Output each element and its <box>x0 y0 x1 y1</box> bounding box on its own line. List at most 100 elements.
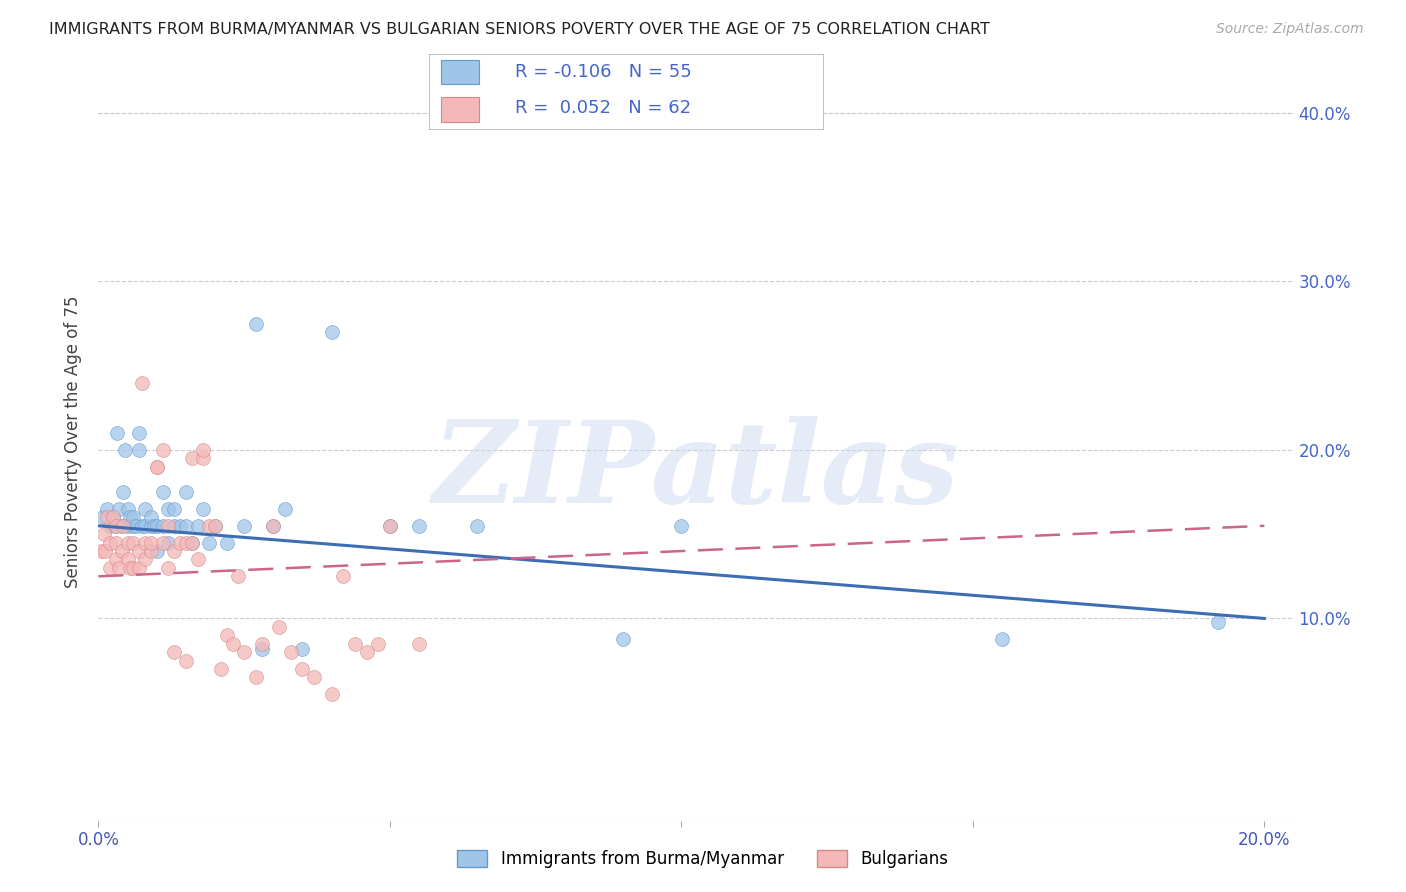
Point <box>157 535 180 549</box>
Point <box>117 518 139 533</box>
Point <box>163 645 186 659</box>
Point <box>180 535 202 549</box>
Point <box>145 544 167 558</box>
FancyBboxPatch shape <box>440 60 479 84</box>
Point <box>117 552 139 566</box>
Point <box>152 535 174 549</box>
Point <box>408 518 430 533</box>
Point <box>120 510 142 524</box>
Point <box>114 442 136 457</box>
Point <box>152 518 174 533</box>
Point <box>157 502 180 516</box>
Text: IMMIGRANTS FROM BURMA/MYANMAR VS BULGARIAN SENIORS POVERTY OVER THE AGE OF 75 CO: IMMIGRANTS FROM BURMA/MYANMAR VS BULGARI… <box>49 22 990 37</box>
Point <box>280 645 302 659</box>
Point <box>91 510 114 524</box>
Point <box>262 518 284 533</box>
Point <box>215 628 238 642</box>
Point <box>356 645 378 659</box>
Point <box>180 535 202 549</box>
Point <box>198 535 221 549</box>
Legend: Immigrants from Burma/Myanmar, Bulgarians: Immigrants from Burma/Myanmar, Bulgarian… <box>451 843 955 875</box>
Text: R =  0.052   N = 62: R = 0.052 N = 62 <box>516 99 692 117</box>
Point <box>104 518 127 533</box>
Point <box>101 510 124 524</box>
Text: Source: ZipAtlas.com: Source: ZipAtlas.com <box>1216 22 1364 37</box>
Point <box>145 459 167 474</box>
Point <box>98 518 121 533</box>
Point <box>378 518 401 533</box>
Point <box>204 518 226 533</box>
Point <box>245 670 267 684</box>
Point <box>193 451 215 466</box>
Point <box>104 535 127 549</box>
Point <box>139 535 162 549</box>
Point <box>269 620 291 634</box>
Point <box>111 518 134 533</box>
Point <box>93 527 115 541</box>
Point <box>228 569 250 583</box>
Point <box>671 518 693 533</box>
Point <box>221 637 243 651</box>
Point <box>104 552 127 566</box>
Point <box>117 502 139 516</box>
Point <box>174 535 197 549</box>
Point <box>105 426 128 441</box>
Point <box>145 459 167 474</box>
Point <box>180 451 202 466</box>
Point <box>128 544 150 558</box>
Point <box>193 502 215 516</box>
Point <box>250 637 273 651</box>
Point <box>139 544 162 558</box>
Point <box>174 518 197 533</box>
Y-axis label: Seniors Poverty Over the Age of 75: Seniors Poverty Over the Age of 75 <box>65 295 83 588</box>
Point <box>302 670 325 684</box>
Point <box>378 518 401 533</box>
Point <box>198 518 221 533</box>
Point <box>193 442 215 457</box>
Point <box>122 518 145 533</box>
Point <box>233 645 256 659</box>
Point <box>991 632 1014 646</box>
Point <box>1206 615 1229 629</box>
Point <box>163 544 186 558</box>
Point <box>128 426 150 441</box>
Point <box>186 552 208 566</box>
Point <box>343 637 366 651</box>
Point <box>174 485 197 500</box>
Point <box>122 510 145 524</box>
Point <box>157 561 180 575</box>
Text: ZIPatlas: ZIPatlas <box>433 417 959 527</box>
Point <box>120 561 142 575</box>
Point <box>131 518 153 533</box>
Point <box>108 561 131 575</box>
FancyBboxPatch shape <box>440 97 479 122</box>
Point <box>145 518 167 533</box>
Point <box>142 518 165 533</box>
Point <box>111 518 134 533</box>
Point <box>274 502 297 516</box>
Point <box>174 654 197 668</box>
Point <box>152 442 174 457</box>
Point <box>321 325 343 339</box>
Point <box>321 687 343 701</box>
Point <box>215 535 238 549</box>
Point <box>262 518 284 533</box>
Point <box>98 561 121 575</box>
Point <box>117 535 139 549</box>
Point <box>332 569 354 583</box>
Point <box>94 544 117 558</box>
Point <box>108 502 131 516</box>
Point <box>139 510 162 524</box>
Point <box>169 518 191 533</box>
Point <box>128 442 150 457</box>
Point <box>111 544 134 558</box>
Point <box>125 518 148 533</box>
Point <box>111 485 134 500</box>
Point <box>186 518 208 533</box>
Point <box>291 662 314 676</box>
Point <box>169 535 191 549</box>
Point <box>134 518 156 533</box>
Point <box>245 317 267 331</box>
Point <box>134 535 156 549</box>
Point <box>233 518 256 533</box>
